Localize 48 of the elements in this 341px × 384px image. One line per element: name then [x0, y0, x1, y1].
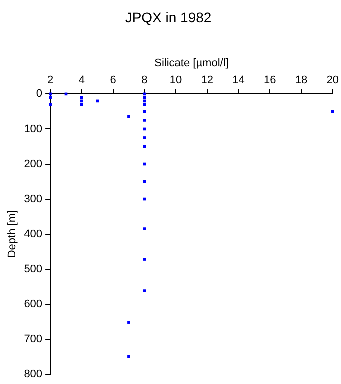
x-tick-label: 12: [201, 74, 214, 87]
point: [143, 92, 146, 96]
point: [143, 198, 146, 201]
point: [143, 290, 146, 292]
point: [80, 96, 84, 100]
point: [143, 119, 146, 122]
x-tick-label: 4: [78, 74, 85, 87]
y-tick-label: 400: [24, 228, 43, 240]
point: [143, 136, 146, 140]
point: [96, 100, 100, 103]
point: [49, 92, 52, 96]
point: [143, 100, 146, 103]
point: [128, 321, 130, 324]
point: [143, 228, 146, 230]
y-tick-label: 200: [24, 158, 43, 170]
chart-title: JPQX in 1982: [125, 9, 212, 26]
x-tick-label: 20: [326, 74, 340, 87]
point: [143, 258, 146, 261]
point: [143, 103, 146, 106]
point: [49, 96, 52, 100]
point: [49, 103, 52, 106]
x-tick-label: 8: [142, 74, 148, 87]
x-axis-title: Silicate [µmol/l]: [154, 57, 229, 70]
point: [143, 96, 146, 100]
y-tick-label: 0: [36, 88, 43, 100]
y-tick-label: 600: [24, 298, 43, 310]
y-tick-label: 700: [24, 333, 43, 346]
x-tick-label: 2: [47, 74, 54, 87]
y-tick-label: 300: [24, 193, 43, 206]
point: [80, 103, 84, 106]
point: [331, 110, 334, 114]
point: [143, 110, 146, 114]
x-tick-label: 6: [110, 74, 116, 87]
point: [80, 100, 84, 103]
x-tick-label: 16: [264, 74, 276, 87]
x-tick-label: 14: [232, 74, 245, 87]
point: [128, 355, 130, 358]
point: [143, 162, 146, 166]
y-tick-label: 800: [24, 368, 43, 380]
x-tick-label: 10: [170, 74, 182, 87]
x-tick-label: 18: [295, 74, 308, 87]
point: [143, 128, 146, 131]
y-axis-title: Depth [m]: [6, 210, 19, 258]
y-tick-label: 100: [24, 123, 43, 136]
point: [143, 180, 146, 184]
point: [143, 145, 146, 148]
point: [128, 115, 130, 118]
y-tick-label: 500: [24, 263, 43, 276]
